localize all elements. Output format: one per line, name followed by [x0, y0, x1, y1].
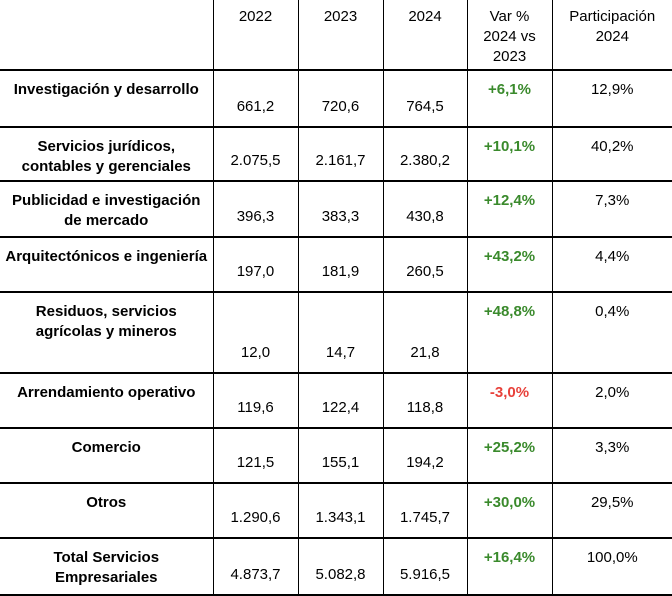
value-2022: 119,6 — [212, 373, 298, 429]
value-2024: 194,2 — [382, 428, 467, 484]
value-2024: 430,8 — [382, 181, 467, 238]
table-row: Total Servicios Empresariales 4.873,7 5.… — [0, 538, 672, 596]
value-2022: 12,0 — [212, 292, 298, 374]
value-2024: 21,8 — [382, 292, 467, 374]
variance-value: +12,4% — [466, 181, 552, 238]
participation-value: 7,3% — [551, 181, 672, 238]
row-label: Residuos, servicios agrícolas y mineros — [0, 292, 213, 374]
table-row: Residuos, servicios agrícolas y mineros … — [0, 292, 672, 374]
value-2023: 155,1 — [297, 428, 383, 484]
value-2023: 14,7 — [297, 292, 383, 374]
value-2022: 4.873,7 — [212, 538, 298, 596]
value-2022: 121,5 — [212, 428, 298, 484]
row-label: Investigación y desarrollo — [0, 70, 213, 128]
participation-value: 4,4% — [551, 237, 672, 293]
value-2024: 260,5 — [382, 237, 467, 293]
column-header-label — [0, 0, 213, 71]
table-row: Arquitectónicos e ingeniería 197,0 181,9… — [0, 237, 672, 293]
column-header-2024: 2024 — [382, 0, 467, 71]
row-label: Arquitectónicos e ingeniería — [0, 237, 213, 293]
participation-value: 29,5% — [551, 483, 672, 539]
column-header-2023: 2023 — [297, 0, 383, 71]
row-label: Arrendamiento operativo — [0, 373, 213, 429]
value-2022: 661,2 — [212, 70, 298, 128]
value-2024: 1.745,7 — [382, 483, 467, 539]
value-2023: 122,4 — [297, 373, 383, 429]
row-label: Servicios jurídicos, contables y gerenci… — [0, 127, 213, 182]
variance-value: +10,1% — [466, 127, 552, 182]
value-2023: 2.161,7 — [297, 127, 383, 182]
header-row: 2022 2023 2024 Var % 2024 vs 2023 Partic… — [0, 0, 672, 71]
variance-value: +16,4% — [466, 538, 552, 596]
value-2023: 720,6 — [297, 70, 383, 128]
row-label: Otros — [0, 483, 213, 539]
table-row: Servicios jurídicos, contables y gerenci… — [0, 127, 672, 182]
value-2023: 383,3 — [297, 181, 383, 238]
value-2024: 5.916,5 — [382, 538, 467, 596]
value-2023: 1.343,1 — [297, 483, 383, 539]
variance-value: +6,1% — [466, 70, 552, 128]
table-row: Arrendamiento operativo 119,6 122,4 118,… — [0, 373, 672, 429]
variance-value: -3,0% — [466, 373, 552, 429]
value-2023: 181,9 — [297, 237, 383, 293]
value-2022: 2.075,5 — [212, 127, 298, 182]
row-label: Publicidad e investigación de mercado — [0, 181, 213, 238]
value-2024: 2.380,2 — [382, 127, 467, 182]
variance-value: +48,8% — [466, 292, 552, 374]
table-row: Comercio 121,5 155,1 194,2 +25,2% 3,3% — [0, 428, 672, 484]
value-2024: 764,5 — [382, 70, 467, 128]
value-2023: 5.082,8 — [297, 538, 383, 596]
participation-value: 12,9% — [551, 70, 672, 128]
table-row: Investigación y desarrollo 661,2 720,6 7… — [0, 70, 672, 128]
variance-value: +43,2% — [466, 237, 552, 293]
column-header-2022: 2022 — [212, 0, 298, 71]
participation-value: 3,3% — [551, 428, 672, 484]
column-header-participation: Participación 2024 — [551, 0, 672, 71]
row-label: Total Servicios Empresariales — [0, 538, 213, 596]
column-header-var: Var % 2024 vs 2023 — [466, 0, 552, 71]
value-2024: 118,8 — [382, 373, 467, 429]
value-2022: 1.290,6 — [212, 483, 298, 539]
variance-value: +25,2% — [466, 428, 552, 484]
participation-value: 0,4% — [551, 292, 672, 374]
row-label: Comercio — [0, 428, 213, 484]
value-2022: 197,0 — [212, 237, 298, 293]
variance-value: +30,0% — [466, 483, 552, 539]
table-row: Otros 1.290,6 1.343,1 1.745,7 +30,0% 29,… — [0, 483, 672, 539]
table-row: Publicidad e investigación de mercado 39… — [0, 181, 672, 238]
participation-value: 100,0% — [551, 538, 672, 596]
value-2022: 396,3 — [212, 181, 298, 238]
participation-value: 2,0% — [551, 373, 672, 429]
participation-value: 40,2% — [551, 127, 672, 182]
